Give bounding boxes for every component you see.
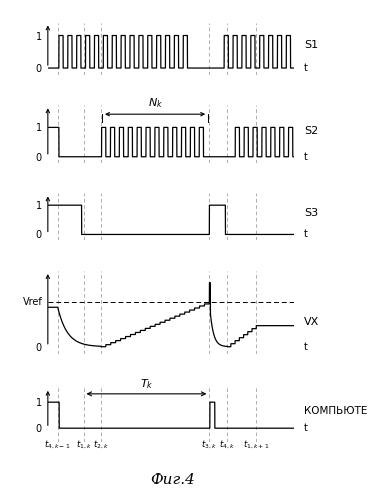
Text: $T_k$: $T_k$ [140,378,153,391]
Text: t: t [304,63,308,73]
Text: $t_{4,k}$: $t_{4,k}$ [219,439,234,452]
Text: t: t [304,342,308,351]
Text: $t_{2,k}$: $t_{2,k}$ [93,439,109,452]
Text: t: t [304,423,308,433]
Text: $t_{1,k+1}$: $t_{1,k+1}$ [243,439,269,452]
Text: t: t [304,230,308,239]
Text: $N_k$: $N_k$ [148,96,163,110]
Text: S1: S1 [304,40,318,50]
Text: Vref: Vref [23,297,43,307]
Text: $t_{3,k}$: $t_{3,k}$ [201,439,217,452]
Text: Фиг.4: Фиг.4 [151,474,195,488]
Text: t: t [304,152,308,162]
Text: S2: S2 [304,126,319,136]
Text: $t_{4,k-1}$: $t_{4,k-1}$ [45,439,71,452]
Text: VX: VX [304,318,319,328]
Text: КОМПЬЮТЕР: КОМПЬЮТЕР [304,406,368,416]
Text: S3: S3 [304,208,318,218]
Text: $t_{1,k}$: $t_{1,k}$ [75,439,92,452]
